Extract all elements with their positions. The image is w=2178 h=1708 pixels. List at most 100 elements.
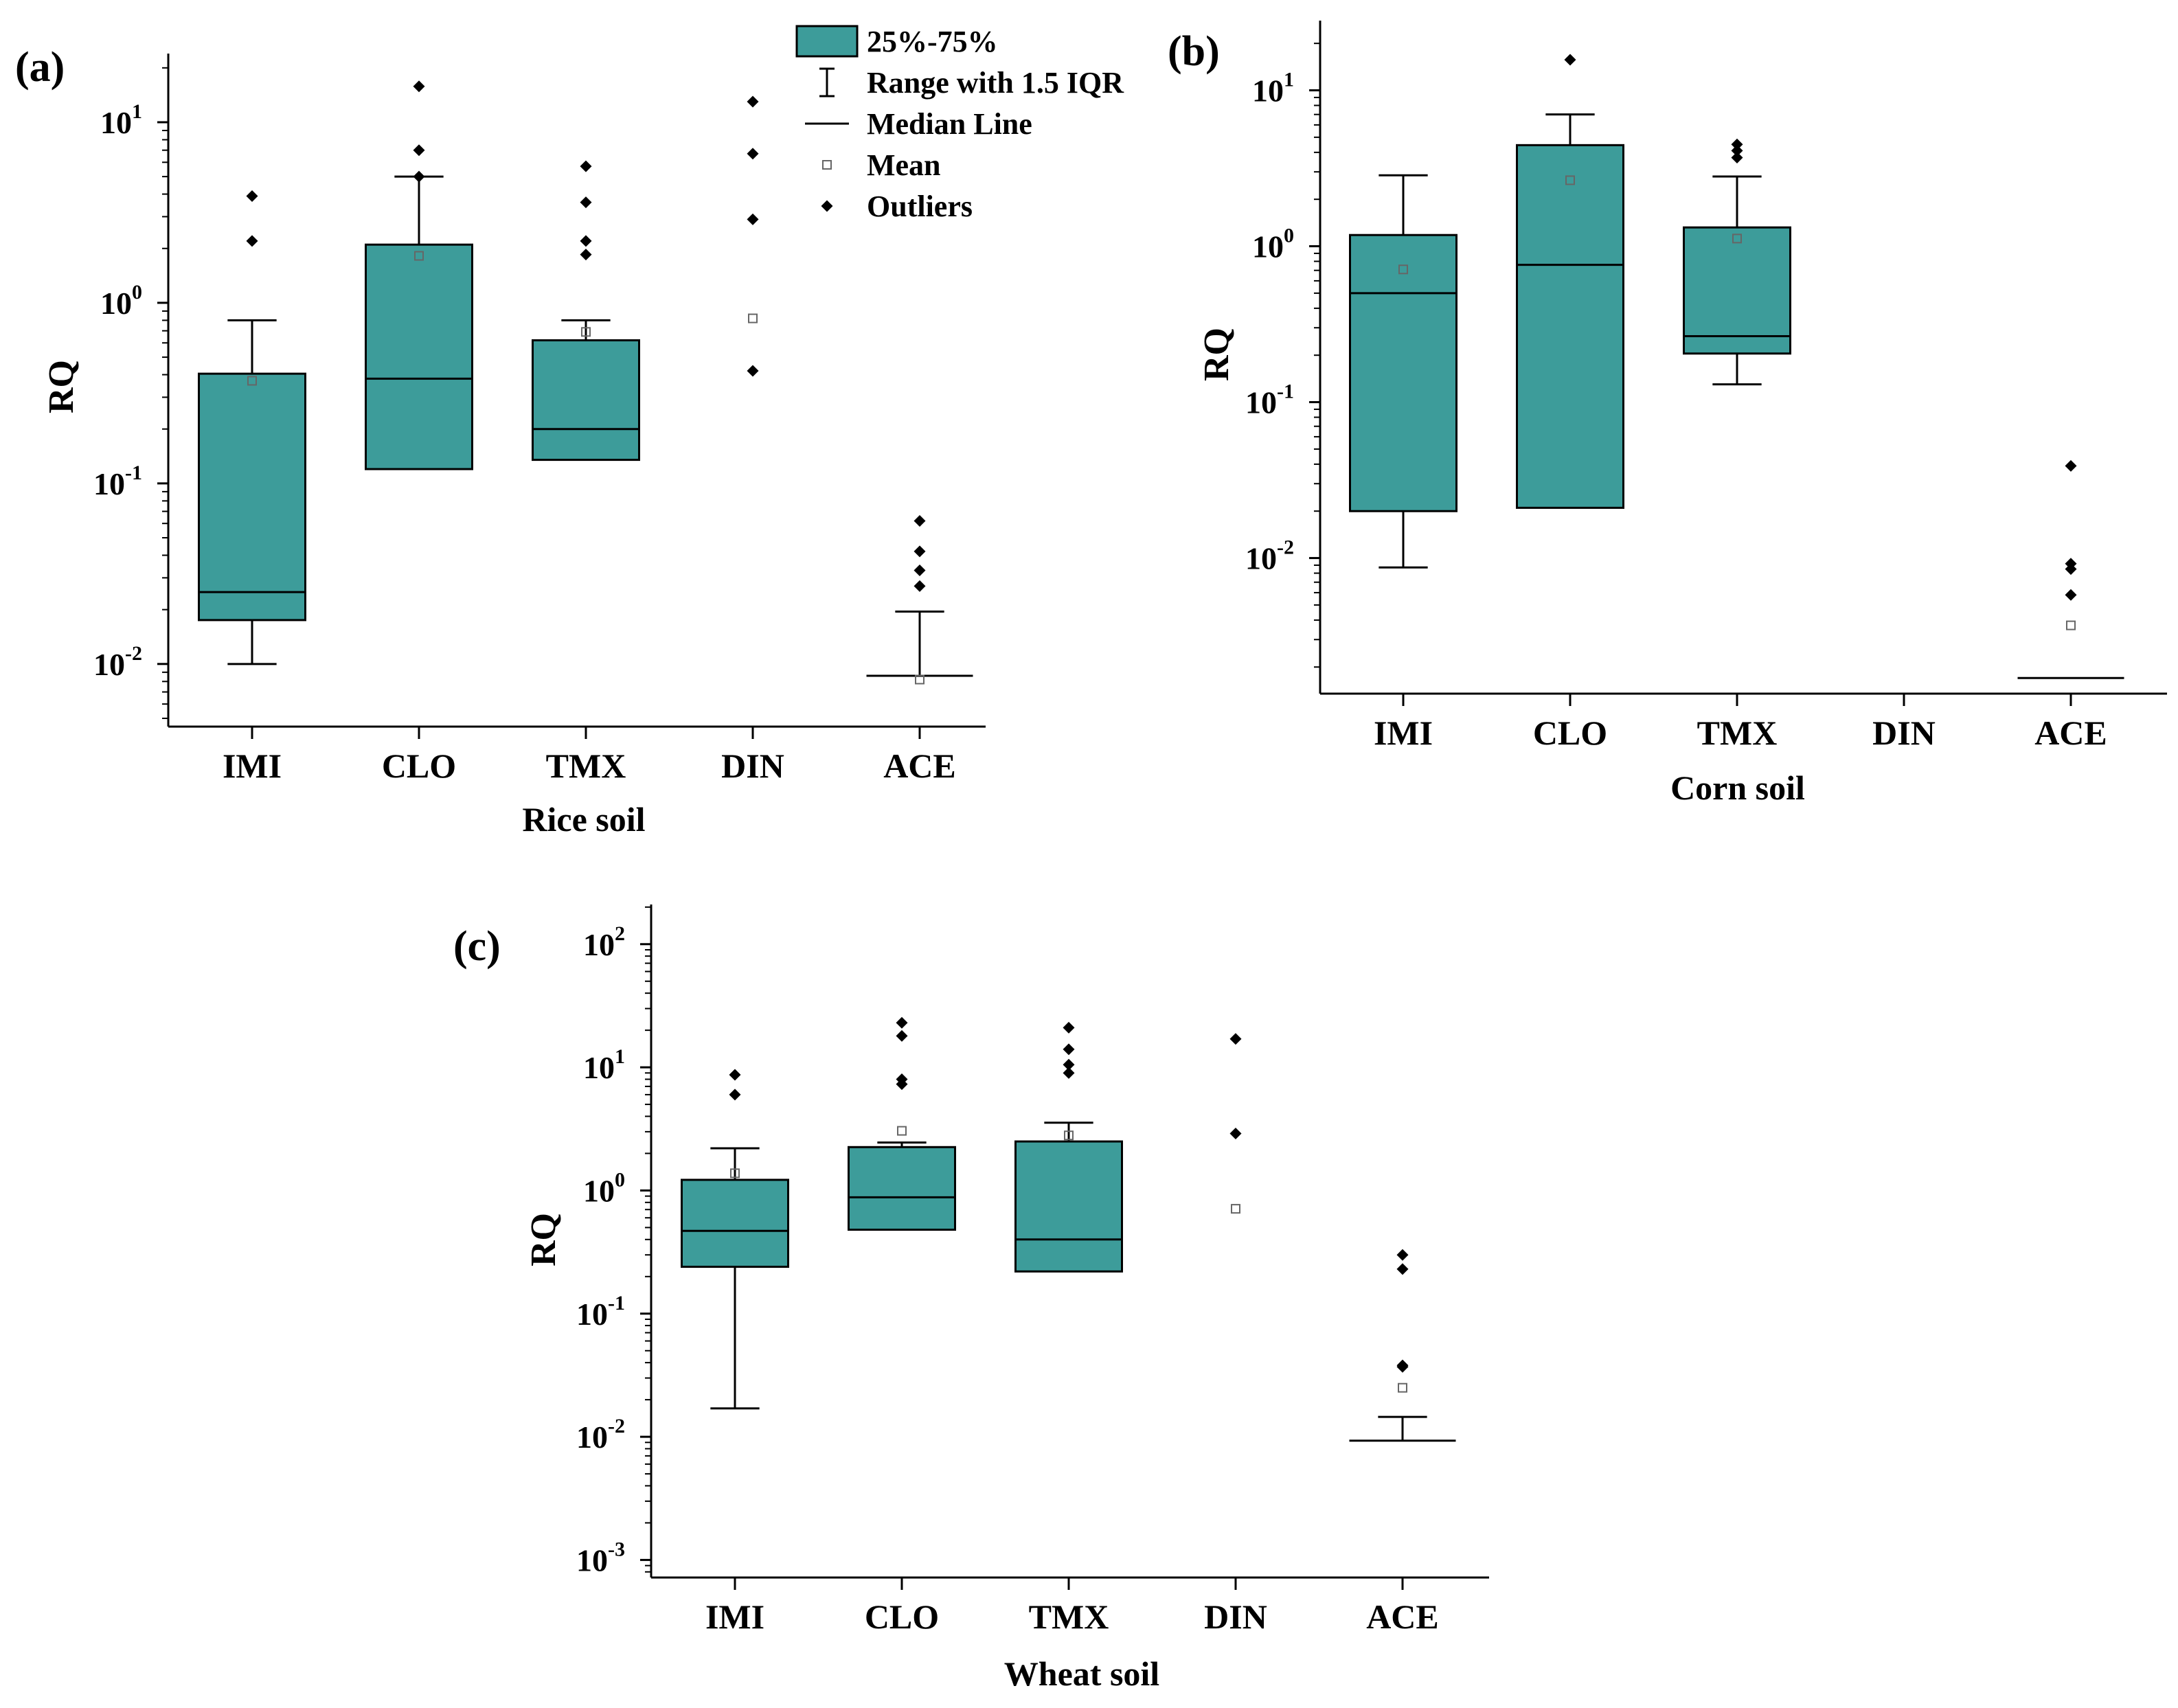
x-axis-label-a: Rice soil [522,800,645,839]
iqr-box [848,1146,956,1231]
mean-marker [1732,234,1742,244]
outlier-point [580,249,592,261]
iqr-box [1014,1140,1123,1273]
mean-marker [581,327,591,337]
outlier-point [1731,152,1743,164]
x-tick-label: DIN [721,747,784,785]
outlier-point [580,160,592,172]
mean-marker [1064,1130,1074,1141]
y-tick-label: 101 [100,100,142,140]
outlier-point [1229,1033,1242,1045]
x-tick-label: TMX [1697,714,1778,752]
outlier-point [1063,1043,1075,1056]
legend: 25%-75% Range with 1.5 IQR Median Line Mean… [795,25,1124,223]
plot-area-b: 10-2 10-1 100 101 IMI CLO TMX DIN ACE [1245,21,2167,752]
outlier-point [914,514,926,527]
y-axis-label-c: RQ [524,1213,563,1266]
outlier-point [413,144,425,157]
panel-rice-soil: (a) RQ Rice soil 10-2 10-1 100 101 IMI CLO TMX… [15,44,986,839]
outlier-point [2065,459,2077,472]
x-axis-label-c: Wheat soil [1004,1654,1160,1693]
iqr-box [365,243,473,470]
outlier-point [1063,1058,1075,1071]
outlier-point [2065,558,2077,570]
y-tick-label: 10-1 [1245,380,1294,420]
x-tick-label: TMX [546,747,626,785]
iqr-box [1349,234,1457,512]
panel-wheat-soil: (c) RQ Wheat soil 10-3 10-2 10-1 100 101 102 I… [453,904,1489,1693]
outlier-point [896,1073,908,1085]
outlier-point [1396,1249,1409,1261]
plot-area-a: 10-2 10-1 100 101 IMI CLO TMX DIN ACE [93,54,986,785]
y-tick-label: 100 [583,1168,625,1208]
x-tick-label: DIN [1872,714,1936,752]
outlier-point [1731,144,1743,157]
mean-marker [247,376,257,386]
mean-marker [1231,1204,1240,1214]
mean-marker [915,674,924,685]
legend-label: Outliers [867,190,973,223]
iqr-box [681,1178,789,1268]
outlier-point [729,1069,741,1081]
outlier-point [413,170,425,183]
y-tick-label: 101 [1252,69,1294,109]
x-tick-label: CLO [865,1597,939,1636]
outlier-point [1396,1263,1409,1275]
mean-marker [414,251,424,261]
x-tick-label: TMX [1029,1597,1109,1636]
outlier-point [747,148,759,160]
y-tick-label: 10-1 [93,462,142,501]
outlier-point [246,190,258,203]
legend-outlier-swatch [821,200,833,212]
iqr-box [1683,226,1791,355]
mean-marker [730,1168,740,1178]
mean-marker [1398,1382,1407,1393]
mean-marker [1565,175,1575,185]
outlier-point [914,545,926,558]
outlier-point [1063,1067,1075,1079]
y-tick-label: 10-1 [576,1292,625,1332]
x-tick-label: CLO [1533,714,1607,752]
outlier-point [580,196,592,209]
outlier-point [2065,589,2077,601]
iqr-box [532,339,640,462]
y-tick-label: 10-3 [576,1538,625,1578]
legend-label: 25%-75% [867,25,998,58]
y-tick-label: 10-2 [1245,536,1294,576]
outlier-point [413,80,425,93]
y-axis-label-a: RQ [42,360,81,413]
legend-box-swatch [795,25,859,58]
outlier-point [246,235,258,247]
x-tick-label: ACE [1366,1597,1439,1636]
outlier-point [1396,1359,1409,1371]
mean-marker [2066,620,2076,630]
mean-marker [1398,264,1408,275]
y-tick-label: 100 [1252,225,1294,264]
outlier-point [747,213,759,225]
x-tick-label: IMI [705,1597,764,1636]
x-tick-label: ACE [2034,714,2107,752]
outlier-point [914,564,926,576]
panel-corn-soil: (b) RQ Corn soil 10-2 10-1 100 101 IMI CLO TMX… [1168,21,2167,807]
y-tick-label: 10-2 [576,1415,625,1455]
outlier-point [747,95,759,108]
outlier-point [729,1089,741,1101]
outlier-point [1229,1128,1242,1140]
legend-label: Median Line [867,107,1032,141]
legend-label: Range with 1.5 IQR [867,66,1124,100]
x-axis-label-b: Corn soil [1670,768,1805,807]
outlier-point [1564,54,1576,66]
x-tick-label: IMI [223,747,282,785]
x-tick-label: DIN [1204,1597,1267,1636]
y-tick-label: 101 [583,1045,625,1085]
y-tick-label: 102 [583,922,625,962]
outlier-point [747,365,759,377]
mean-marker [748,313,758,323]
y-axis-label-b: RQ [1197,328,1236,381]
panel-label-b: (b) [1168,28,1220,75]
y-tick-label: 100 [100,281,142,321]
outlier-point [1731,138,1743,150]
outlier-point [580,235,592,247]
plot-area-c: 10-3 10-2 10-1 100 101 102 IMI CLO TMX DIN ACE [576,904,1489,1636]
